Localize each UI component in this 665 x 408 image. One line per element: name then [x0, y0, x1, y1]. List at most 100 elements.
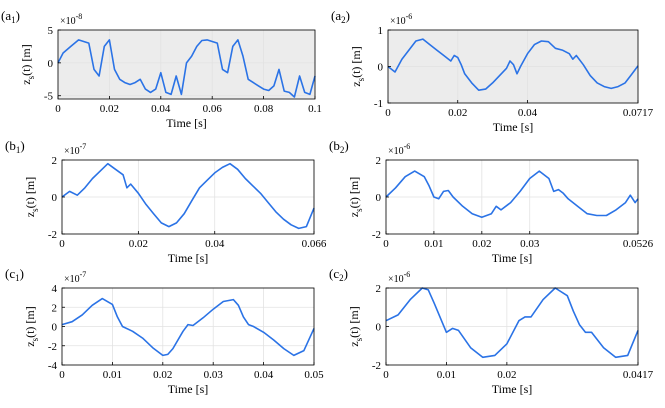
y-axis-label-unit: (t) [m]	[347, 306, 361, 338]
y-axis-label-sub: s	[26, 75, 36, 79]
x-tick-label: 0.02	[100, 103, 119, 115]
panel-label: (a2)	[331, 8, 350, 25]
series-line-b2	[385, 170, 639, 219]
y-tick-label: 0	[48, 58, 54, 70]
series-line-a1	[57, 39, 316, 98]
x-tick-label: 0.05	[304, 369, 324, 381]
panel-label-close: )	[20, 138, 24, 153]
multiplier-exponent: -7	[80, 270, 87, 279]
x-tick-label: 0.066	[302, 238, 327, 250]
panel-label-sub: 2	[339, 273, 344, 283]
multiplier-base: ×10	[64, 274, 80, 285]
x-tick-label: 0.02	[129, 238, 148, 250]
axis-multiplier: ×10-7	[64, 270, 86, 285]
x-tick-label: 0.03	[520, 238, 540, 250]
x-tick-label: 0.04	[254, 369, 274, 381]
panel-label-letter: (a	[1, 8, 11, 23]
series-line-a2	[387, 38, 639, 91]
panel-label: (b1)	[5, 138, 25, 155]
x-tick-label: 0.03	[204, 369, 224, 381]
panel-label-sub: 1	[11, 15, 16, 25]
multiplier-base: ×10	[390, 16, 406, 27]
y-axis-label: zs(t) [m]	[347, 177, 364, 218]
panel-label-letter: (b	[329, 138, 340, 153]
y-tick-label: 4	[52, 283, 58, 295]
y-tick-label: 1	[378, 25, 384, 37]
y-axis-label: zs(t) [m]	[347, 306, 364, 347]
y-axis-label-var: z	[19, 79, 33, 84]
x-axis-label: Time [s]	[166, 116, 207, 130]
y-axis-label-var: z	[23, 341, 37, 346]
x-tick-label: 0	[59, 238, 65, 250]
axis-multiplier: ×10-6	[388, 270, 410, 285]
x-tick-label: 0.0417	[623, 369, 654, 381]
series-line-c1	[61, 297, 315, 357]
y-axis-label-unit: (t) [m]	[23, 177, 37, 209]
series-line-c2	[385, 287, 639, 359]
x-tick-label: 0.04	[151, 103, 171, 115]
y-tick-label: 2	[52, 302, 58, 314]
x-axis-label: Time [s]	[492, 251, 533, 265]
x-tick-label: 0.02	[497, 369, 516, 381]
y-tick-label: -2	[372, 229, 381, 241]
panel-label-letter: (c	[5, 266, 15, 281]
panel-label-close: )	[344, 138, 348, 153]
multiplier-exponent: -8	[76, 12, 83, 21]
multiplier-base: ×10	[64, 146, 80, 157]
y-axis-label: zs(t) [m]	[23, 306, 40, 347]
x-tick-label: 0.02	[472, 238, 491, 250]
x-tick-label: 0	[383, 238, 389, 250]
x-tick-label: 0.01	[103, 369, 122, 381]
y-tick-label: -5	[44, 91, 54, 103]
y-axis-label-unit: (t) [m]	[19, 44, 33, 76]
multiplier-exponent: -6	[404, 142, 411, 151]
x-tick-label: 0.1	[308, 103, 322, 115]
x-tick-label: 0.02	[448, 107, 467, 119]
panel-label-close: )	[346, 8, 350, 23]
x-tick-label: 0.06	[203, 103, 223, 115]
multiplier-base: ×10	[60, 16, 76, 27]
panel-label-letter: (b	[5, 138, 16, 153]
multiplier-exponent: -6	[406, 12, 413, 21]
y-tick-label: -2	[48, 229, 57, 241]
x-tick-label: 0.04	[205, 238, 225, 250]
panel-label: (c2)	[329, 266, 348, 283]
y-tick-label: 0	[376, 322, 382, 334]
panel-label: (c1)	[5, 266, 24, 283]
y-axis-label-unit: (t) [m]	[23, 306, 37, 338]
y-axis-label: zs(t) [m]	[349, 46, 366, 87]
panel-label-sub: 2	[340, 145, 345, 155]
axis-multiplier: ×10-7	[64, 142, 86, 157]
x-axis-label: Time [s]	[168, 251, 209, 265]
y-axis-label-sub: s	[354, 208, 364, 212]
x-tick-label: 0	[383, 369, 389, 381]
y-axis-label-var: z	[349, 81, 363, 86]
y-axis-label-sub: s	[354, 337, 364, 341]
x-tick-label: 0.04	[518, 107, 538, 119]
panel-c1: 0 0.01 0.02 0.03 0.04 0.05 -4 -2 0 2 4 Time [s] zs(t…	[5, 266, 324, 396]
y-axis-label-var: z	[347, 341, 361, 346]
y-axis-label-var: z	[347, 212, 361, 217]
x-axis-label: Time [s]	[493, 120, 534, 134]
y-axis-label-unit: (t) [m]	[349, 46, 363, 78]
y-axis-label-unit: (t) [m]	[347, 177, 361, 209]
y-tick-label: -2	[372, 360, 381, 372]
series-line-b1	[61, 162, 315, 230]
x-tick-label: 0.02	[153, 369, 172, 381]
y-tick-label: 0	[52, 322, 58, 334]
y-tick-label: 2	[376, 155, 382, 167]
x-axis-label: Time [s]	[492, 382, 533, 396]
panel-label: (a1)	[1, 8, 20, 25]
panel-label-close: )	[344, 266, 348, 281]
panel-label: (b2)	[329, 138, 349, 155]
axis-multiplier: ×10-8	[60, 12, 82, 27]
axis-multiplier: ×10-6	[390, 12, 412, 27]
multiplier-exponent: -6	[404, 270, 411, 279]
y-tick-label: 2	[376, 283, 382, 295]
panel-label-letter: (c	[329, 266, 339, 281]
